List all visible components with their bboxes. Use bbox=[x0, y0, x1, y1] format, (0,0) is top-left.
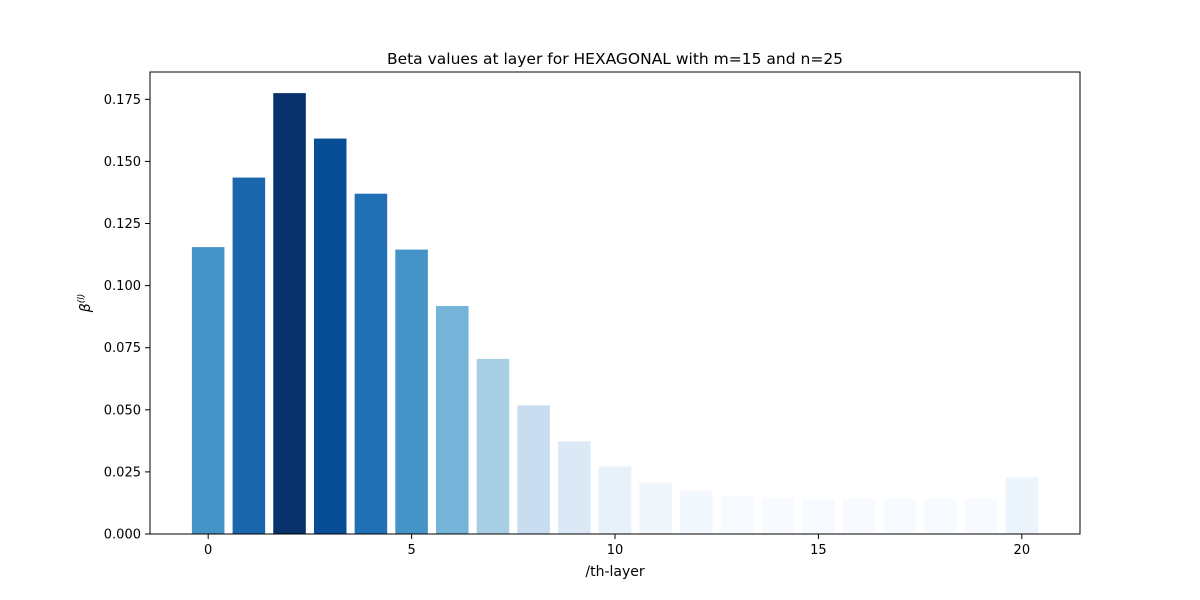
bar-12 bbox=[680, 491, 713, 534]
bar-3 bbox=[313, 138, 347, 534]
bar-2 bbox=[273, 93, 306, 534]
x-tick-label: 20 bbox=[1014, 543, 1031, 558]
x-tick-label: 15 bbox=[810, 543, 827, 558]
y-axis-label-base: β bbox=[78, 303, 94, 313]
bars-group bbox=[191, 93, 1039, 535]
y-tick-label: 0.000 bbox=[104, 528, 141, 543]
bar-15 bbox=[802, 499, 835, 534]
bar-13 bbox=[720, 496, 754, 534]
chart-title: Beta values at layer for HEXAGONAL with … bbox=[387, 50, 843, 68]
x-tick-label: 10 bbox=[607, 543, 624, 558]
y-tick-label: 0.150 bbox=[104, 155, 141, 170]
bar-4 bbox=[354, 193, 388, 535]
bar-11 bbox=[639, 482, 672, 534]
x-tick-label: 5 bbox=[407, 543, 415, 558]
x-tick-label: 0 bbox=[204, 543, 212, 558]
y-axis-label: β(l) bbox=[77, 294, 94, 313]
y-axis-ticks: 0.000 0.025 0.050 0.075 0.100 0.125 0.150 0.175 bbox=[104, 93, 150, 543]
bar-6 bbox=[435, 305, 469, 534]
y-tick-label: 0.175 bbox=[104, 93, 141, 108]
bar-19 bbox=[964, 498, 998, 534]
y-tick-label: 0.050 bbox=[104, 403, 141, 418]
x-axis-ticks: 0 5 10 15 20 bbox=[204, 534, 1030, 558]
y-axis-label-sup: (l) bbox=[77, 294, 87, 304]
bar-8 bbox=[517, 405, 550, 534]
y-tick-label: 0.100 bbox=[104, 279, 141, 294]
bar-5 bbox=[395, 249, 428, 534]
bar-0 bbox=[191, 247, 225, 534]
bar-14 bbox=[761, 498, 795, 534]
bar-10 bbox=[598, 466, 632, 534]
bar-20 bbox=[1005, 477, 1039, 534]
bar-1 bbox=[232, 177, 266, 534]
bar-9 bbox=[558, 441, 591, 534]
y-tick-label: 0.125 bbox=[104, 217, 141, 232]
y-tick-label: 0.075 bbox=[104, 341, 141, 356]
x-axis-label: /th-layer bbox=[585, 564, 644, 580]
bar-16 bbox=[842, 498, 876, 534]
bar-7 bbox=[476, 358, 510, 534]
bar-17 bbox=[883, 498, 917, 534]
bar-18 bbox=[924, 498, 957, 534]
y-tick-label: 0.025 bbox=[104, 465, 141, 480]
